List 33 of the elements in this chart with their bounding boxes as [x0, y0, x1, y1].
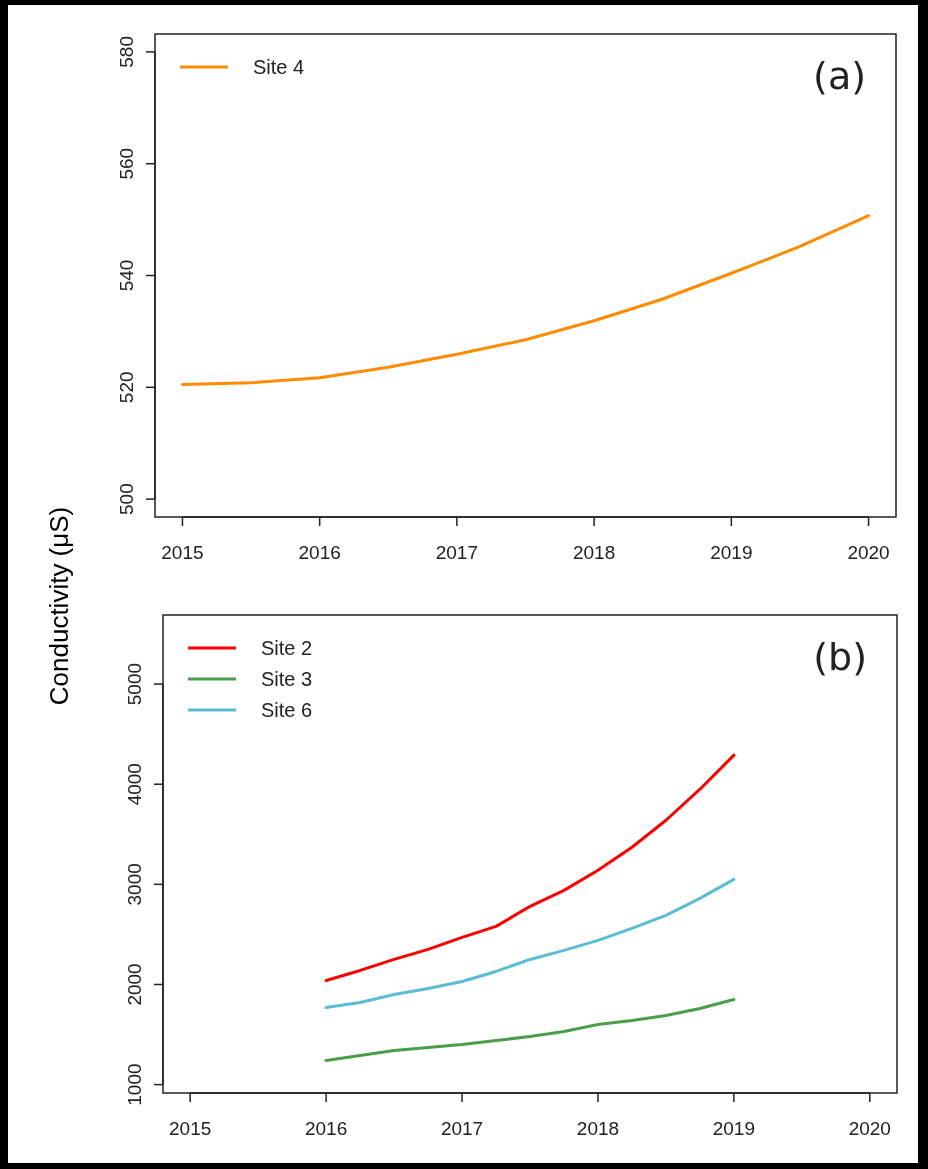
x-tick-label: 2015	[169, 1118, 212, 1139]
y-tick-label: 500	[116, 483, 137, 515]
line-series	[324, 997, 736, 1063]
y-tick-label: 4000	[124, 763, 145, 806]
line-series	[180, 214, 871, 387]
y-tick-label: 540	[116, 259, 137, 292]
y-axis-title: Conductivity (μS)	[44, 506, 74, 706]
y-tick-label: 5000	[124, 662, 145, 706]
y-tick-label: 1000	[124, 1063, 145, 1106]
x-tick-label: 2017	[440, 1118, 484, 1139]
x-tick-label: 2015	[161, 542, 204, 563]
legend-label: Site 4	[253, 56, 305, 78]
x-tick-label: 2018	[572, 542, 616, 563]
x-tick-label: 2019	[712, 1118, 756, 1139]
line-series	[324, 753, 736, 982]
x-tick-label: 2018	[576, 1118, 620, 1139]
x-tick-label: 2020	[847, 542, 890, 563]
y-tick-label: 3000	[124, 863, 145, 906]
y-tick-label: 520	[116, 371, 137, 404]
x-tick-label: 2020	[848, 1118, 891, 1139]
line-series	[324, 877, 736, 1009]
x-tick-label: 2016	[304, 1118, 348, 1139]
y-tick-label: 580	[116, 36, 137, 68]
annotation: (a)	[813, 54, 866, 98]
annotation: (b)	[813, 635, 867, 679]
y-tick-label: 2000	[124, 963, 145, 1006]
x-tick-label: 2016	[298, 542, 341, 563]
legend-label: Site 6	[261, 699, 313, 721]
legend-label: Site 2	[261, 637, 313, 659]
y-tick-label: 560	[116, 147, 137, 180]
x-tick-label: 2019	[710, 542, 753, 563]
legend-label: Site 3	[261, 668, 313, 690]
x-tick-label: 2017	[435, 542, 479, 563]
